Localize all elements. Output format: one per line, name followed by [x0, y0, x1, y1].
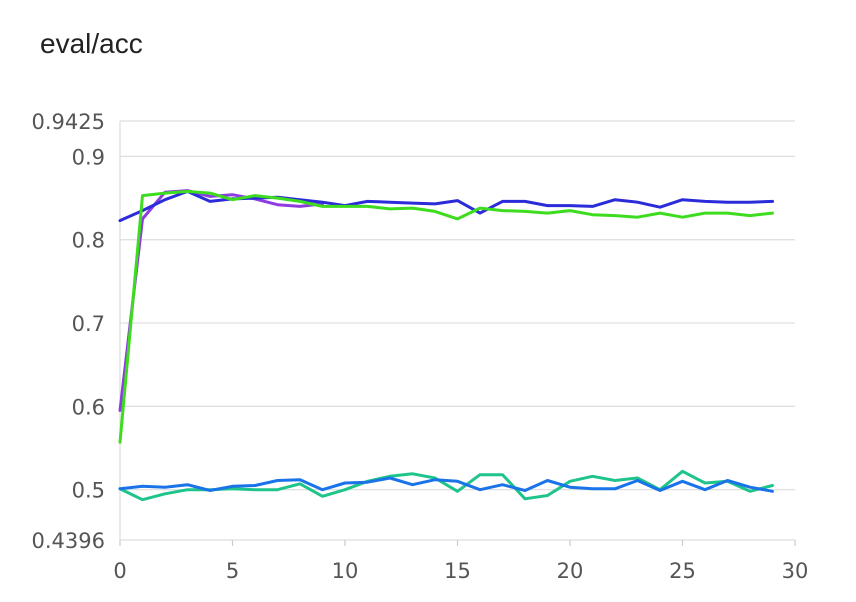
- x-tick-label: 15: [444, 559, 471, 583]
- x-tick-label: 30: [782, 559, 809, 583]
- series-line-1: [118, 189, 324, 412]
- axes: [119, 121, 796, 546]
- y-tick-label: 0.9425: [32, 110, 105, 134]
- y-tick-label: 0.6: [72, 395, 105, 419]
- x-tick-labels: 0 5 10 15 20 25 30: [113, 559, 808, 583]
- y-tick-label: 0.7: [72, 312, 105, 336]
- series-line-5: [118, 476, 774, 493]
- x-tick-label: 20: [557, 559, 584, 583]
- y-tick-label: 0.8: [72, 229, 105, 253]
- y-tick-labels: 0.4396 0.5 0.6 0.7 0.8 0.9 0.9425: [32, 110, 105, 553]
- y-tick-label: 0.4396: [32, 529, 105, 553]
- x-tick-label: 5: [226, 559, 239, 583]
- series-line-4: [118, 469, 774, 502]
- y-tick-label: 0.9: [72, 145, 105, 169]
- series-lines: [118, 189, 774, 502]
- x-tick-label: 25: [669, 559, 696, 583]
- chart-title: eval/acc: [40, 28, 143, 59]
- x-tick-label: 0: [113, 559, 126, 583]
- y-tick-label: 0.5: [72, 479, 105, 503]
- x-tick-label: 10: [332, 559, 359, 583]
- series-line-3: [118, 189, 774, 444]
